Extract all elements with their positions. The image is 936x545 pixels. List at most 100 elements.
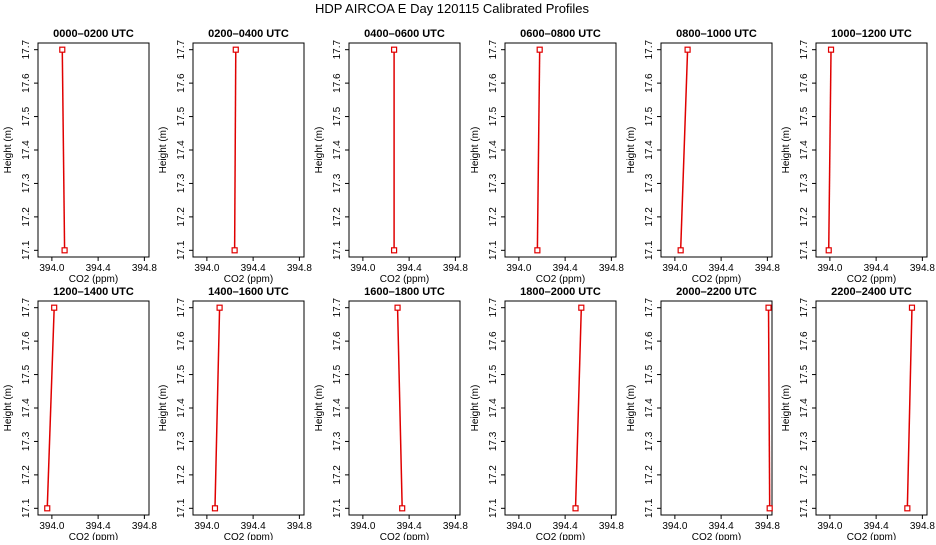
y-tick-label: 17.1 [21, 498, 32, 518]
y-tick-label: 17.5 [644, 106, 655, 126]
profile-line [214, 307, 221, 509]
panel: 0200–0400 UTC 394.0 394.4 394.8 17.1 17.2 17.3… [158, 28, 312, 285]
y-tick-label: 17.2 [21, 207, 32, 227]
y-tick-label: 17.6 [799, 73, 810, 93]
y-tick-label: 17.1 [21, 240, 32, 260]
x-tick-label: 394.0 [39, 521, 64, 532]
x-tick-label: 394.8 [443, 521, 468, 532]
y-axis-label: Height (m) [3, 127, 14, 174]
plot-frame [660, 42, 773, 258]
y-tick-label: 17.1 [488, 498, 499, 518]
y-tick-label: 17.5 [21, 106, 32, 126]
x-tick-label: 394.0 [506, 521, 531, 532]
panel: 1200–1400 UTC 394.0 394.4 394.8 17.1 17.2 17.3… [3, 286, 157, 543]
data-point [534, 247, 541, 254]
x-axis-label: CO2 (ppm) [380, 274, 429, 285]
y-tick-label: 17.6 [488, 73, 499, 93]
plot-frame [37, 300, 150, 516]
y-tick-label: 17.5 [799, 364, 810, 384]
panel-title: 0600–0800 UTC [520, 28, 601, 40]
y-tick-label: 17.6 [644, 331, 655, 351]
data-point [51, 304, 58, 311]
panel-title: 1400–1600 UTC [208, 286, 289, 298]
y-tick-label: 17.3 [644, 431, 655, 451]
x-tick-label: 394.4 [553, 521, 578, 532]
plot-frame [348, 42, 461, 258]
y-tick-label: 17.5 [488, 364, 499, 384]
panel: 2000–2200 UTC 394.0 394.4 394.8 17.1 17.2 17.3… [626, 286, 780, 543]
y-tick-label: 17.3 [332, 431, 343, 451]
data-point [827, 46, 835, 53]
panel: 0000–0200 UTC 394.0 394.4 394.8 17.1 17.2 17.3… [3, 28, 157, 285]
y-tick-label: 17.4 [332, 398, 343, 418]
y-tick-label: 17.7 [799, 40, 810, 60]
y-tick-label: 17.5 [176, 364, 187, 384]
y-tick-label: 17.4 [488, 140, 499, 160]
x-tick-label: 394.8 [132, 521, 157, 532]
x-tick-label: 394.8 [910, 521, 935, 532]
y-tick-label: 17.2 [332, 207, 343, 227]
data-point [231, 247, 238, 254]
panel-title: 0400–0600 UTC [364, 28, 445, 40]
y-tick-label: 17.3 [21, 431, 32, 451]
panel: 0800–1000 UTC 394.0 394.4 394.8 17.1 17.2 17.3… [626, 28, 780, 285]
y-tick-label: 17.3 [176, 431, 187, 451]
x-tick-label: 394.0 [350, 263, 375, 274]
y-tick-label: 17.4 [21, 140, 32, 160]
y-tick-label: 17.3 [488, 173, 499, 193]
plot-frame [348, 300, 461, 516]
panel-title: 0200–0400 UTC [208, 28, 289, 40]
data-point [61, 247, 68, 254]
x-axis-label: CO2 (ppm) [847, 532, 896, 540]
y-tick-label: 17.7 [332, 40, 343, 60]
y-tick-label: 17.2 [488, 207, 499, 227]
plot-frame [504, 42, 617, 258]
x-tick-label: 394.4 [709, 521, 734, 532]
x-tick-label: 394.4 [864, 521, 889, 532]
plot-frame [192, 300, 305, 516]
x-tick-label: 394.0 [662, 521, 687, 532]
y-axis-label: Height (m) [314, 385, 325, 432]
y-tick-label: 17.3 [799, 173, 810, 193]
y-tick-label: 17.2 [332, 465, 343, 485]
profile-line [233, 49, 237, 251]
y-tick-label: 17.4 [21, 398, 32, 418]
x-tick-label: 394.4 [241, 263, 266, 274]
y-tick-label: 17.2 [644, 465, 655, 485]
panel-title: 1200–1400 UTC [53, 286, 134, 298]
y-tick-label: 17.3 [799, 431, 810, 451]
y-tick-label: 17.6 [332, 331, 343, 351]
x-tick-label: 394.0 [194, 263, 219, 274]
y-tick-label: 17.2 [799, 207, 810, 227]
figure-title: HDP AIRCOA E Day 120115 Calibrated Profi… [315, 1, 590, 16]
y-tick-label: 17.7 [332, 298, 343, 318]
data-point [904, 505, 911, 512]
y-tick-label: 17.2 [21, 465, 32, 485]
y-tick-label: 17.7 [21, 40, 32, 60]
x-axis-label: CO2 (ppm) [380, 532, 429, 540]
profile-line [46, 307, 55, 509]
y-tick-label: 17.2 [488, 465, 499, 485]
y-tick-label: 17.6 [488, 331, 499, 351]
y-tick-label: 17.3 [176, 173, 187, 193]
y-tick-label: 17.5 [799, 106, 810, 126]
y-axis-label: Height (m) [626, 385, 637, 432]
profile-line [396, 307, 403, 509]
x-axis-label: CO2 (ppm) [69, 532, 118, 540]
panel: 0400–0600 UTC 394.0 394.4 394.8 17.1 17.2 17.3… [314, 28, 468, 285]
profile-line [536, 49, 541, 251]
x-tick-label: 394.8 [287, 521, 312, 532]
y-tick-label: 17.3 [21, 173, 32, 193]
y-tick-label: 17.3 [488, 431, 499, 451]
y-tick-label: 17.4 [332, 140, 343, 160]
y-tick-label: 17.4 [176, 140, 187, 160]
y-axis-label: Height (m) [626, 127, 637, 174]
y-tick-label: 17.7 [176, 40, 187, 60]
data-point [766, 505, 773, 512]
panel: 2200–2400 UTC 394.0 394.4 394.8 17.1 17.2 17.3… [781, 286, 935, 543]
x-tick-label: 394.4 [397, 263, 422, 274]
plot-frame [660, 300, 773, 516]
panel-title: 0800–1000 UTC [676, 28, 757, 40]
x-tick-label: 394.0 [350, 521, 375, 532]
